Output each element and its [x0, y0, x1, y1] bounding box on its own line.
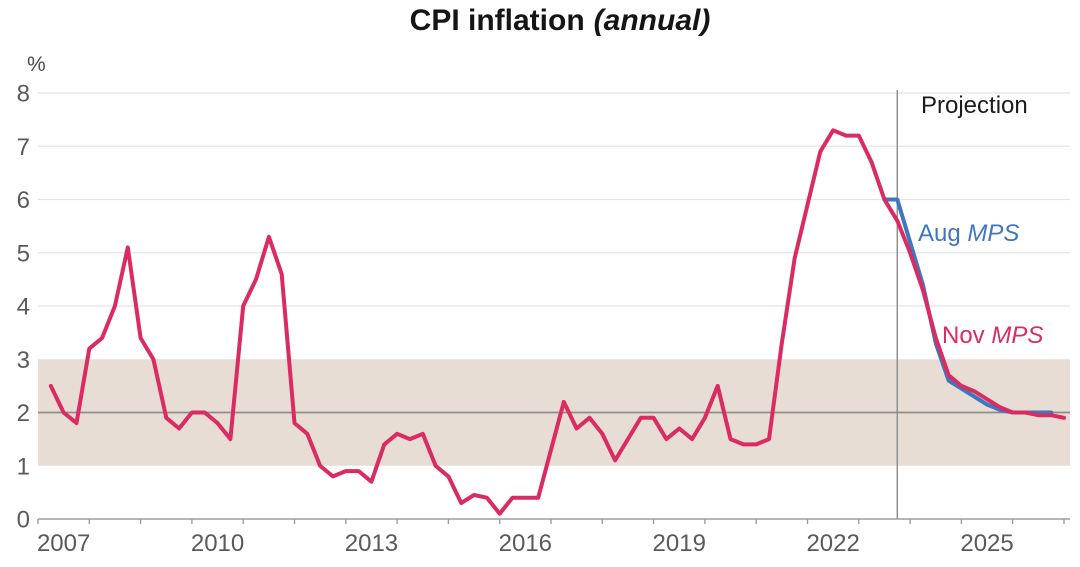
aug-label-prefix: Aug	[918, 220, 968, 247]
y-tick-label: 3	[17, 347, 30, 374]
y-tick-label: 5	[17, 240, 30, 267]
y-tick-label: 1	[17, 453, 30, 480]
x-tick-label: 2007	[37, 530, 90, 557]
x-tick-label: 2013	[345, 530, 398, 557]
x-tick-label: 2022	[806, 530, 859, 557]
title-main: CPI inflation	[409, 4, 585, 37]
x-tick-label: 2016	[499, 530, 552, 557]
y-tick-label: 2	[17, 400, 30, 427]
y-tick-label: 8	[17, 81, 30, 108]
nov-label-italic: MPS	[991, 322, 1044, 349]
y-axis-unit-label: %	[27, 53, 46, 76]
nov-label-prefix: Nov	[942, 322, 992, 349]
title-suffix: (annual)	[593, 4, 711, 37]
nov-mps-series-label: Nov MPS	[942, 322, 1043, 350]
y-tick-label: 0	[17, 507, 30, 534]
y-tick-label: 7	[17, 134, 30, 161]
x-tick-label: 2010	[191, 530, 244, 557]
x-tick-label: 2025	[960, 530, 1013, 557]
x-tick-label: 2019	[653, 530, 706, 557]
page-title: CPI inflation (annual)	[410, 4, 711, 38]
series-line-nov-mps	[48, 128, 1066, 516]
y-tick-label: 4	[17, 294, 30, 321]
aug-mps-series-label: Aug MPS	[918, 220, 1019, 248]
projection-label: Projection	[921, 92, 1028, 119]
y-tick-label: 6	[17, 187, 30, 214]
aug-label-italic: MPS	[967, 220, 1020, 247]
